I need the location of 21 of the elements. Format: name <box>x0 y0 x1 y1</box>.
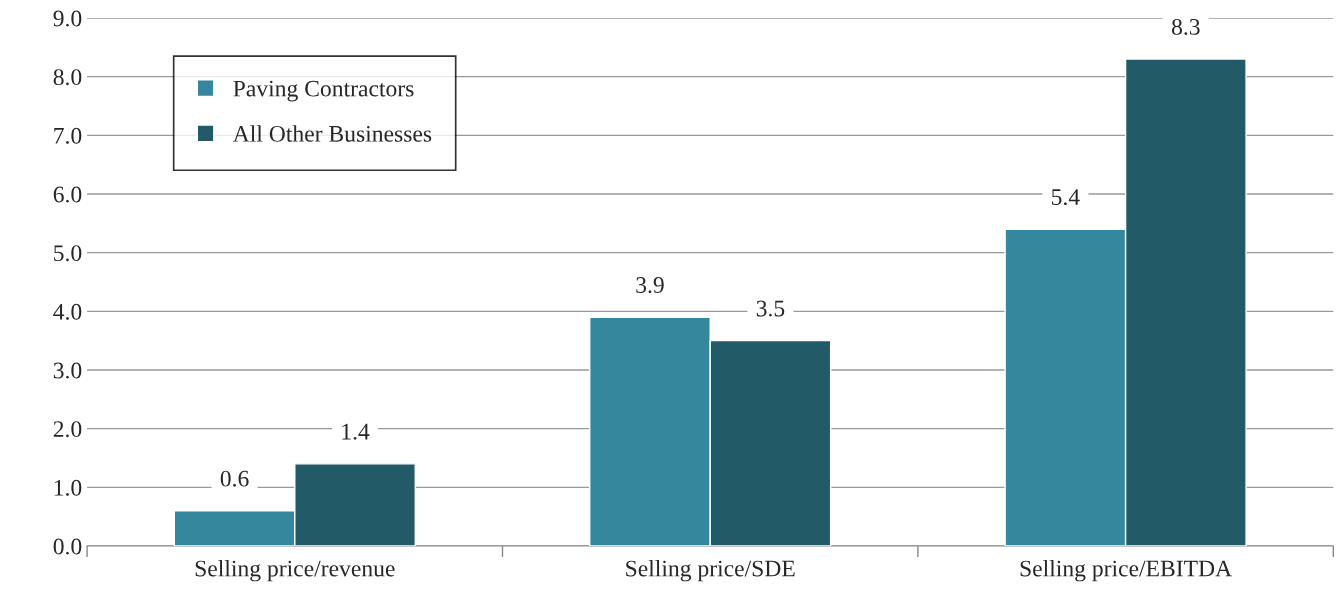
data-label: 3.9 <box>636 277 664 294</box>
y-tick-label: 5.0 <box>54 245 82 262</box>
y-tick-label: 0.0 <box>53 538 82 555</box>
x-tick-label: Selling price/SDE <box>626 559 795 582</box>
y-tick-label: 7.0 <box>54 127 82 144</box>
legend-label: Paving Contractors <box>233 80 414 102</box>
data-label: 8.3 <box>1171 18 1200 35</box>
y-tick-label: 6.0 <box>53 186 82 203</box>
y-tick-label: 3.0 <box>53 362 82 379</box>
y-tick-label: 8.0 <box>53 69 82 86</box>
data-label: 5.4 <box>1051 189 1080 206</box>
data-label: 3.5 <box>756 300 785 317</box>
x-tick-label: Selling price/revenue <box>195 559 395 582</box>
legend-label: All Other Businesses <box>232 125 432 142</box>
data-label: 1.4 <box>342 423 370 440</box>
y-tick-label: 9.0 <box>53 10 82 27</box>
data-label: 0.6 <box>220 470 249 487</box>
y-tick-label: 2.0 <box>53 421 82 438</box>
x-tick-label: Selling price/EBITDA <box>1020 559 1232 582</box>
y-tick-label: 1.0 <box>54 479 82 496</box>
y-tick-label: 4.0 <box>53 303 82 320</box>
